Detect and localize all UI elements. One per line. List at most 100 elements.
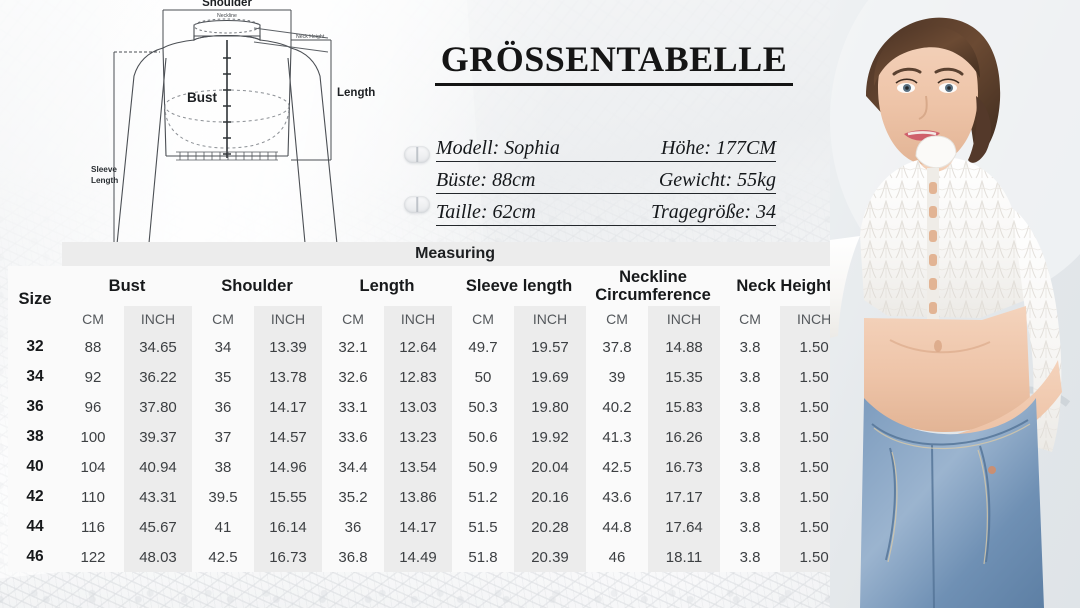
size-chart-table: Measuring Size Bust Shoulder Length Slee…	[8, 242, 849, 572]
measurement-cell: 50.6	[452, 422, 514, 452]
measurement-cell: 42.5	[192, 542, 254, 572]
measurement-cell: 40.94	[124, 452, 192, 482]
measurement-cell: 16.73	[648, 452, 720, 482]
unit-header-cm: CM	[452, 306, 514, 332]
measurement-cell: 13.78	[254, 362, 322, 392]
measurement-cell: 16.26	[648, 422, 720, 452]
model-info-right: Höhe: 177CM	[661, 137, 776, 159]
measurement-cell: 36.8	[322, 542, 384, 572]
measurement-cell: 49.7	[452, 332, 514, 362]
neck-height-bracket	[253, 27, 329, 53]
face	[878, 27, 978, 166]
measurement-cell: 116	[62, 512, 124, 542]
measurement-cell: 88	[62, 332, 124, 362]
unit-header-cm: CM	[586, 306, 648, 332]
unit-header-row: CM INCH CM INCH CM INCH CM INCH CM INCH …	[8, 306, 849, 332]
neckline-label-line2: Circumference	[595, 286, 711, 304]
garment-technical-diagram: Shoulder Neckline Neck Height Bust Lengt…	[78, 0, 378, 258]
measurement-cell: 33.1	[322, 392, 384, 422]
corner-blank-cell	[8, 242, 62, 266]
unit-header-cm: CM	[322, 306, 384, 332]
measurement-cell: 37.8	[586, 332, 648, 362]
measurement-cell: 40.2	[586, 392, 648, 422]
measurement-cell: 43.6	[586, 482, 648, 512]
measurement-cell: 39	[586, 362, 648, 392]
measurement-cell: 32.6	[322, 362, 384, 392]
measurement-cell: 92	[62, 362, 124, 392]
measurement-cell: 41	[192, 512, 254, 542]
rivet	[988, 466, 996, 474]
measurement-cell: 18.11	[648, 542, 720, 572]
measurement-cell: 48.03	[124, 542, 192, 572]
measurement-cell: 13.03	[384, 392, 452, 422]
measurement-cell: 96	[62, 392, 124, 422]
measurement-cell: 14.17	[254, 392, 322, 422]
measuring-title: Measuring	[62, 242, 849, 266]
measurement-cell: 19.80	[514, 392, 586, 422]
stand-collar	[915, 135, 957, 169]
measurement-cell: 34	[192, 332, 254, 362]
measurement-cell: 41.3	[586, 422, 648, 452]
table-head: Measuring Size Bust Shoulder Length Slee…	[8, 242, 849, 332]
measurement-cell: 20.16	[514, 482, 586, 512]
unit-header-inch: INCH	[124, 306, 192, 332]
length-measure-bracket	[291, 39, 332, 161]
size-cell: 34	[8, 362, 62, 392]
diagram-neck-height-label: Neck Height	[296, 34, 325, 40]
left-sleeve	[830, 236, 860, 338]
model-info-block: Modell: Sophia Höhe: 177CM Büste: 88cm G…	[436, 137, 776, 233]
sleeve-length-bracket	[113, 51, 160, 258]
unit-header-cm: CM	[62, 306, 124, 332]
model-photo	[830, 0, 1080, 608]
measurement-cell: 3.8	[720, 482, 780, 512]
table-row: 34 92 36.22 35 13.78 32.6 12.83 50 19.69 39 15.35 3…	[8, 362, 849, 392]
measurement-cell: 104	[62, 452, 124, 482]
measurement-cell: 45.67	[124, 512, 192, 542]
model-info-right: Gewicht: 55kg	[658, 169, 776, 191]
measurement-cell: 15.83	[648, 392, 720, 422]
group-header-bust: Bust	[62, 266, 192, 306]
diagram-sleeve-label-line2: Length	[91, 176, 118, 185]
measurement-cell: 110	[62, 482, 124, 512]
diagram-length-label: Length	[337, 87, 375, 99]
measurement-cell: 46	[586, 542, 648, 572]
measurement-cell: 15.35	[648, 362, 720, 392]
measurement-cell: 3.8	[720, 542, 780, 572]
measurement-cell: 14.96	[254, 452, 322, 482]
measurement-cell: 19.69	[514, 362, 586, 392]
measurement-cell: 17.17	[648, 482, 720, 512]
measurement-cell: 3.8	[720, 392, 780, 422]
table-row: 32 88 34.65 34 13.39 32.1 12.64 49.7 19.57 37.8 14…	[8, 332, 849, 362]
midriff	[864, 306, 1030, 432]
unit-header-inch: INCH	[384, 306, 452, 332]
hem-trim	[176, 151, 278, 161]
measurement-cell: 51.2	[452, 482, 514, 512]
size-cell: 32	[8, 332, 62, 362]
page-title: GRÖSSENTABELLE	[414, 38, 814, 86]
group-header-row: Size Bust Shoulder Length Sleeve length …	[8, 266, 849, 332]
jeans-details	[871, 419, 1029, 608]
table-row: 38 100 39.37 37 14.57 33.6 13.23 50.6 19.92 41.3 1…	[8, 422, 849, 452]
measurement-cell: 16.73	[254, 542, 322, 572]
model-info-right: Tragegröße: 34	[651, 201, 776, 223]
lace-button-decoration	[404, 146, 430, 163]
measurement-cell: 100	[62, 422, 124, 452]
measurement-cell: 20.04	[514, 452, 586, 482]
size-cell: 46	[8, 542, 62, 572]
measurement-cell: 51.8	[452, 542, 514, 572]
table-row: 44 116 45.67 41 16.14 36 14.17 51.5 20.28 44.8 17.…	[8, 512, 849, 542]
measurement-cell: 122	[62, 542, 124, 572]
diagram-neckline-label: Neckline	[217, 13, 237, 19]
measurement-cell: 12.83	[384, 362, 452, 392]
hair-ponytail	[968, 96, 991, 163]
garment-svg: Shoulder Neckline Neck Height Bust Lengt…	[91, 0, 375, 258]
group-header-neckline-circumference: Neckline Circumference	[586, 266, 720, 306]
group-header-sleeve-length: Sleeve length	[452, 266, 586, 306]
hair-front	[873, 25, 980, 86]
measurement-cell: 3.8	[720, 362, 780, 392]
measurement-cell: 3.8	[720, 332, 780, 362]
diagram-shoulder-label: Shoulder	[202, 0, 252, 9]
jeans	[860, 398, 1044, 608]
measurement-cell: 34.65	[124, 332, 192, 362]
sleeve-outline	[115, 47, 339, 255]
